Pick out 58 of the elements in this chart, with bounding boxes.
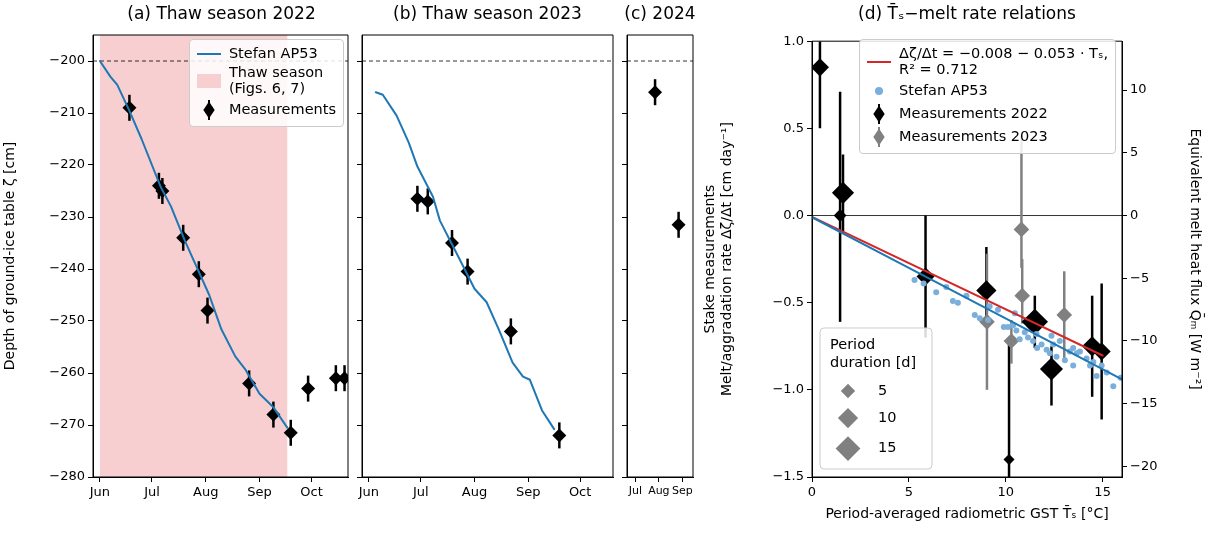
x-axis-title: Period-averaged radiometric GST T̄ₛ [°C]: [825, 504, 1109, 522]
y-axis-title: Depth of ground-ice table ζ [cm]: [1, 141, 18, 371]
y2-tick-label: −15: [1130, 395, 1158, 411]
y-tick-label: −260: [49, 364, 85, 380]
legend-label: Measurements 2022: [899, 104, 1048, 122]
y-tick-label: −1.0: [772, 381, 804, 397]
x-tick-label: 0: [807, 484, 817, 500]
x-tick-label: Oct: [568, 484, 592, 500]
y2-tick-label: 10: [1130, 81, 1147, 97]
legend-label: 5: [878, 381, 888, 398]
x-tick-label: Jul: [627, 484, 642, 498]
legend-label: 15: [878, 439, 897, 456]
x-tick-label: 5: [904, 484, 914, 500]
chart-title: (a) Thaw season 2022: [126, 3, 317, 23]
y-tick-label: −270: [49, 416, 85, 432]
x-tick-label: Aug: [193, 484, 219, 500]
chart-title: (c) 2024: [623, 3, 697, 23]
x-tick-label: Jun: [357, 484, 380, 500]
y2-tick-label: 5: [1130, 144, 1139, 160]
y-tick-label: −250: [49, 312, 85, 328]
chart-title: (d) T̄ₛ−melt rate relations: [857, 3, 1077, 23]
y-tick-label: 0.5: [783, 119, 804, 135]
x-tick-label: 10: [997, 484, 1015, 500]
y-tick-label: −240: [49, 260, 85, 276]
x-tick-label: Sep: [672, 484, 693, 498]
x-tick-label: Jun: [88, 484, 111, 500]
y-tick-label: −200: [49, 52, 85, 68]
legend-label: Δζ/Δt = −0.008 − 0.053 · Tₛ, R² = 0.712: [899, 45, 1108, 78]
y-tick-label: 0.0: [783, 206, 804, 222]
y-tick-label: −1.5: [772, 468, 804, 484]
x-tick-label: Jul: [412, 484, 429, 500]
chart-title: (b) Thaw season 2023: [393, 3, 582, 23]
legend-title: Period duration [d]: [830, 335, 917, 370]
y2-axis-title: Equivalent melt heat flux Q̄ₘ [W m⁻²]: [1187, 128, 1205, 390]
x-tick-label: Oct: [300, 484, 323, 500]
x-tick-label: Jul: [143, 484, 160, 500]
legend-label: 10: [878, 408, 897, 425]
x-tick-label: Sep: [247, 484, 272, 500]
x-tick-label: Aug: [461, 484, 488, 500]
y-tick-label: 1.0: [783, 32, 804, 48]
y-tick-label: −220: [49, 156, 85, 172]
legend-label: Stefan AP53: [228, 45, 318, 62]
y-axis-title: Stake measurements Melt/aggradation rate Δζ/Δt [cm day⁻¹]: [701, 122, 734, 397]
legend-label: Measurements 2023: [899, 127, 1048, 145]
x-tick-label: Aug: [648, 484, 670, 498]
y-tick-label: −230: [49, 208, 85, 224]
y-tick-label: −210: [49, 104, 85, 120]
y2-tick-label: −10: [1130, 332, 1158, 348]
y-tick-label: −280: [49, 468, 85, 484]
legend-label: Measurements: [228, 100, 336, 118]
x-tick-label: 15: [1094, 484, 1111, 500]
y-tick-label: −0.5: [772, 294, 804, 310]
y2-tick-label: 0: [1130, 206, 1139, 222]
band-label: Thaw season (Figs. 6, 7): [228, 63, 324, 97]
y2-tick-label: −20: [1130, 457, 1158, 473]
x-tick-label: Sep: [515, 484, 541, 500]
legend-label: Stefan AP53: [899, 81, 988, 99]
y2-tick-label: −5: [1130, 269, 1150, 285]
